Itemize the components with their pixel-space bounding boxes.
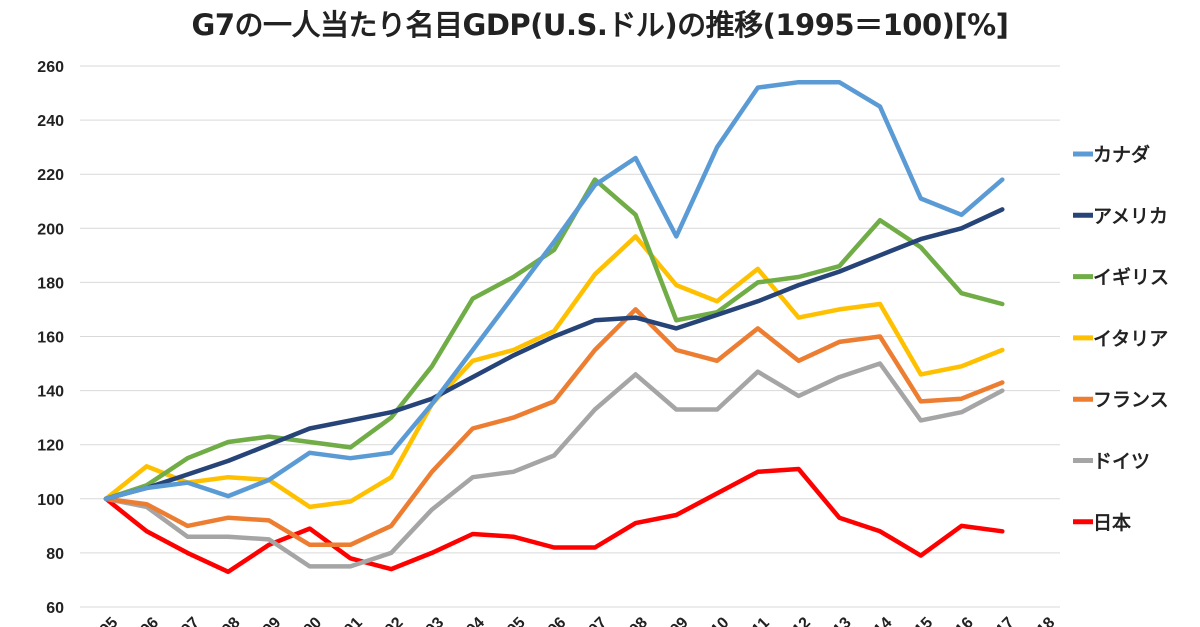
series-line-イタリア — [103, 234, 1005, 510]
x-tick-label: 2007 — [573, 614, 610, 627]
y-tick-label: 80 — [46, 546, 64, 563]
y-tick-label: 220 — [37, 167, 64, 184]
x-tick-label: 2008 — [614, 614, 651, 627]
y-tick-label: 180 — [37, 275, 64, 292]
y-tick-label: 200 — [37, 221, 64, 238]
series-line-アメリカ — [103, 207, 1005, 502]
series-line-フランス — [103, 307, 1005, 548]
x-tick-label: 1997 — [166, 614, 203, 627]
x-tick-label: 2016 — [940, 614, 977, 627]
y-tick-label: 60 — [46, 600, 64, 617]
x-tick-label: 2013 — [818, 614, 855, 627]
x-tick-label: 2017 — [980, 614, 1017, 627]
x-tick-label: 2018 — [1021, 614, 1058, 627]
x-tick-label: 2001 — [329, 614, 366, 627]
x-tick-label: 2004 — [451, 614, 488, 627]
x-tick-label: 2011 — [736, 614, 773, 627]
y-tick-label: 140 — [37, 384, 64, 401]
y-tick-label: 160 — [37, 330, 64, 347]
gridlines — [80, 65, 1060, 608]
series-lines — [103, 79, 1005, 575]
legend-label: ドイツ — [1093, 451, 1150, 473]
y-tick-label: 240 — [37, 113, 64, 130]
legend-label: フランス — [1093, 389, 1169, 411]
x-tick-label: 2012 — [777, 614, 814, 627]
legend-label: カナダ — [1093, 143, 1150, 166]
legend-label: イタリア — [1093, 328, 1168, 350]
x-tick-label: 1998 — [206, 614, 243, 627]
y-axis-tick-labels: 60 80 100 120 140 160 180 200 220 240 260 — [37, 59, 64, 617]
x-tick-label: 1996 — [125, 614, 162, 627]
x-tick-label: 2009 — [655, 614, 692, 627]
legend-label: 日本 — [1093, 511, 1131, 534]
x-axis-tick-labels: 1995199619971998199920002001200220032004… — [84, 614, 1058, 627]
x-tick-label: 2006 — [532, 614, 569, 627]
x-tick-label: 2000 — [288, 614, 325, 627]
y-tick-label: 120 — [37, 438, 64, 455]
series-line-イギリス — [103, 177, 1005, 502]
legend-label: イギリス — [1093, 267, 1169, 289]
x-tick-label: 2003 — [410, 614, 447, 627]
x-tick-label: 1995 — [84, 614, 121, 627]
x-tick-label: 2010 — [695, 614, 732, 627]
series-line-ドイツ — [103, 361, 1005, 569]
chart-title: G7の一人当たり名目GDP(U.S.ドル)の推移(1995＝100)[%] — [191, 8, 1009, 42]
series-line-日本 — [103, 466, 1005, 575]
legend-label: アメリカ — [1093, 205, 1168, 227]
x-tick-label: 2015 — [899, 614, 936, 627]
x-tick-label: 1999 — [247, 614, 284, 627]
series-line-カナダ — [103, 79, 1005, 502]
x-tick-label: 2005 — [492, 614, 529, 627]
y-tick-label: 100 — [37, 492, 64, 509]
y-tick-label: 260 — [37, 59, 64, 76]
